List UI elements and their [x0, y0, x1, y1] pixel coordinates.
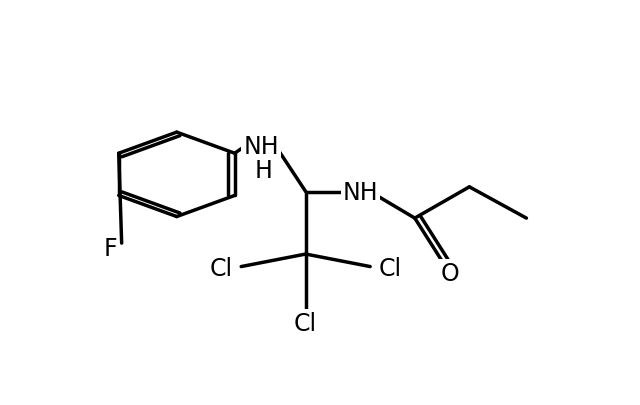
Text: O: O	[440, 261, 459, 285]
Text: F: F	[104, 236, 118, 260]
Text: Cl: Cl	[210, 256, 233, 280]
Text: H: H	[255, 158, 273, 182]
Text: Cl: Cl	[378, 256, 401, 280]
Text: Cl: Cl	[294, 311, 317, 335]
Text: NH: NH	[342, 180, 378, 204]
Text: NH: NH	[243, 135, 279, 159]
